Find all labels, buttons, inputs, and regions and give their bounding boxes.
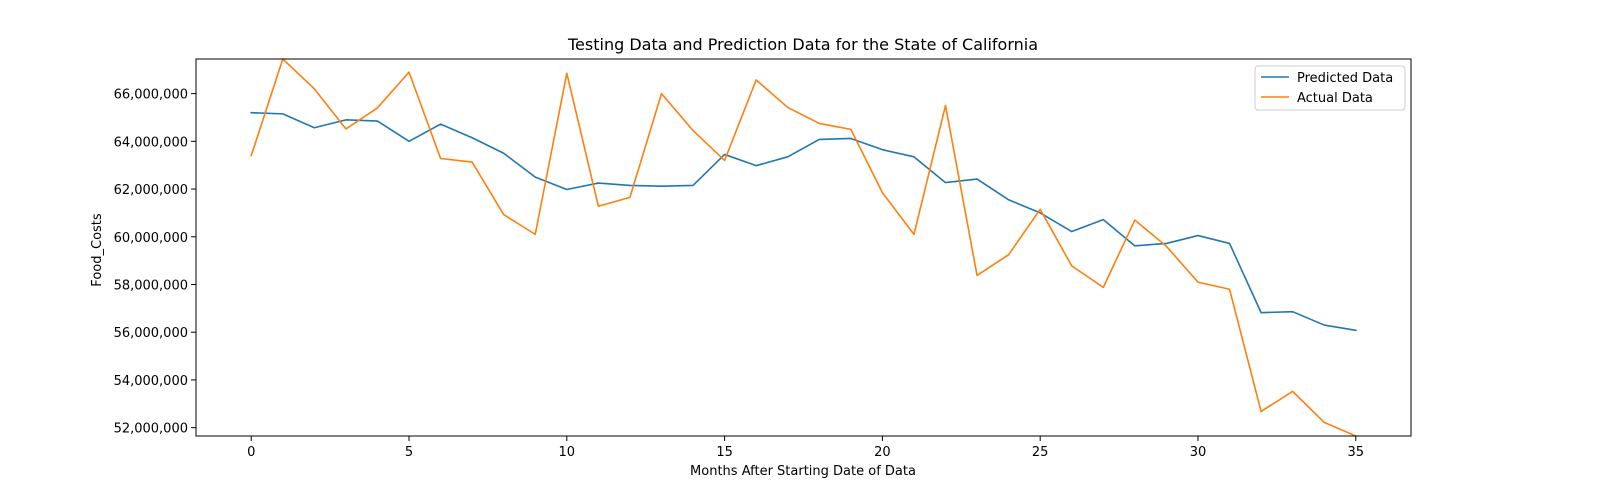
x-tick-label: 20 <box>874 445 891 460</box>
x-tick-label: 0 <box>247 445 255 460</box>
y-tick-label: 58,000,000 <box>114 278 188 293</box>
x-axis: 0 5 10 15 20 25 30 35 <box>247 436 1364 460</box>
plot-frame <box>195 58 1412 437</box>
legend: Predicted Data Actual Data <box>1254 65 1406 111</box>
y-tick-label: 60,000,000 <box>114 231 188 246</box>
legend-label: Actual Data <box>1297 91 1373 106</box>
x-axis-label: Months After Starting Date of Data <box>690 464 916 479</box>
y-tick-label: 66,000,000 <box>114 88 188 103</box>
x-tick-label: 30 <box>1190 445 1207 460</box>
x-tick-label: 5 <box>405 445 413 460</box>
x-tick-label: 15 <box>716 445 733 460</box>
y-tick-label: 56,000,000 <box>114 326 188 341</box>
y-axis-label: Food_Costs <box>90 213 105 287</box>
legend-box <box>1254 65 1406 111</box>
chart-title: Testing Data and Prediction Data for the… <box>567 35 1038 54</box>
series-line-predicted <box>250 111 1357 332</box>
series-line-actual <box>250 58 1357 438</box>
x-tick-label: 25 <box>1032 445 1049 460</box>
x-tick-label: 35 <box>1347 445 1364 460</box>
y-axis: 52,000,000 54,000,000 56,000,000 58,000,000… <box>114 88 196 437</box>
y-tick-label: 52,000,000 <box>114 422 188 437</box>
y-tick-label: 62,000,000 <box>114 183 188 198</box>
plot-lines <box>250 58 1357 438</box>
y-tick-label: 64,000,000 <box>114 135 188 150</box>
y-tick-label: 54,000,000 <box>114 374 188 389</box>
x-tick-label: 10 <box>559 445 576 460</box>
legend-label: Predicted Data <box>1297 71 1393 86</box>
